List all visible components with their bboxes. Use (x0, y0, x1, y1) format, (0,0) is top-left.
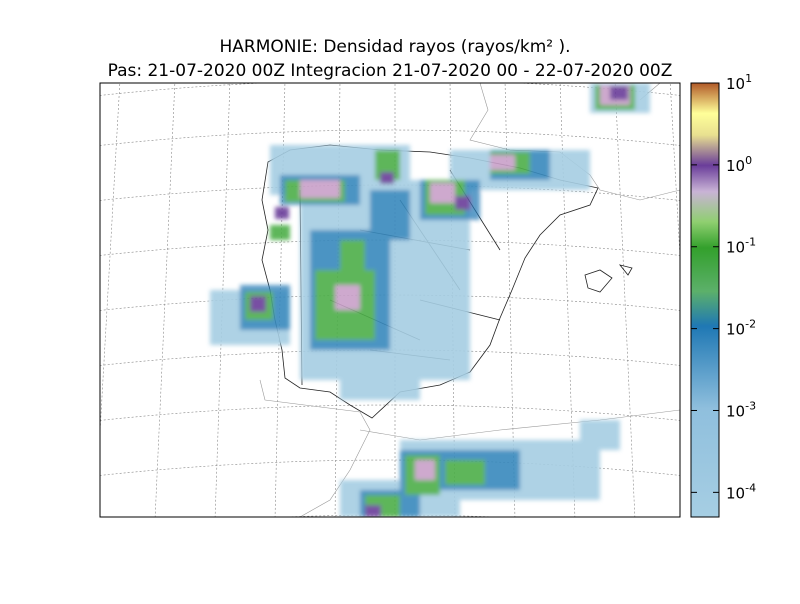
tick-base: 10 (726, 239, 745, 257)
lightning-field (210, 83, 650, 517)
tick-base: 10 (726, 321, 745, 339)
colorbar-tick-label: 101 (726, 72, 752, 93)
tick-base: 10 (726, 402, 745, 420)
tick-exponent: -2 (745, 318, 756, 331)
tick-base: 10 (726, 75, 745, 93)
colorbar-tick-label: 10-2 (726, 318, 756, 339)
tick-exponent: -4 (745, 481, 756, 494)
tick-exponent: -3 (745, 399, 756, 412)
colorbar-gradient (690, 82, 720, 518)
map (100, 83, 680, 517)
tick-base: 10 (726, 157, 745, 175)
colorbar-tick-label: 10-4 (726, 481, 756, 502)
tick-base: 10 (726, 484, 745, 502)
title: HARMONIE: Densidad rayos (rayos/km² ). (219, 37, 570, 57)
colorbar-tick-label: 10-1 (726, 236, 756, 257)
tick-exponent: -1 (745, 236, 756, 249)
subtitle: Pas: 21-07-2020 00Z Integracion 21-07-20… (108, 61, 673, 81)
tick-exponent: 1 (745, 72, 752, 85)
tick-exponent: 0 (745, 154, 752, 167)
colorbar-tick-label: 100 (726, 154, 752, 175)
map-frame (99, 82, 681, 518)
colorbar-tick-label: 10-3 (726, 399, 756, 420)
